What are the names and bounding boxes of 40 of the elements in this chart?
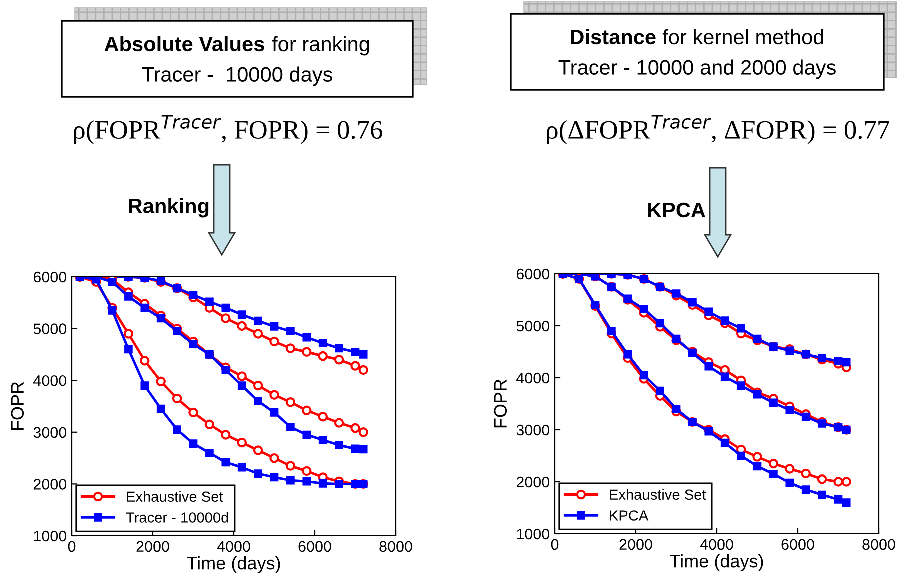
legend-label: Tracer - 10000d bbox=[126, 512, 228, 523]
text: ρ(FOPR$^{Tracer}$, FOPR) = 0.76 bbox=[74, 115, 382, 144]
y-tick-label: 2000 bbox=[516, 476, 550, 488]
x-tick-label: 4000 bbox=[217, 541, 250, 552]
text: Tracer - 10000 and 2000 days bbox=[558, 60, 836, 80]
y-axis-title: FOPR bbox=[494, 380, 508, 428]
x-axis-title: Time (days) bbox=[670, 554, 764, 572]
x-tick-label: 0 bbox=[68, 541, 76, 552]
text: Distance bbox=[571, 29, 656, 45]
text: for kernel method bbox=[662, 29, 824, 45]
y-tick-label: 5000 bbox=[516, 320, 550, 332]
y-tick-label: 4000 bbox=[34, 375, 67, 386]
text: Absolute Values bbox=[104, 36, 264, 52]
y-tick-label: 4000 bbox=[516, 372, 550, 384]
x-tick-label: 0 bbox=[551, 539, 559, 550]
x-tick-label: 2000 bbox=[136, 541, 170, 552]
text: Tracer - 10000 days bbox=[142, 66, 332, 86]
text: ρ(ΔFOPR$^{Tracer}$, ΔFOPR) = 0.77 bbox=[547, 115, 890, 144]
legend-label: Exhaustive Set bbox=[127, 491, 224, 502]
y-tick-label: 1000 bbox=[34, 530, 67, 542]
x-tick-label: 8000 bbox=[380, 541, 412, 552]
y-tick-label: 1000 bbox=[517, 528, 550, 540]
y-tick-label: 3000 bbox=[34, 427, 67, 438]
y-tick-label: 2000 bbox=[34, 479, 67, 490]
y-axis-title: FOPR bbox=[11, 382, 24, 430]
legend-label: Exhaustive Set bbox=[610, 489, 706, 500]
y-tick-label: 5000 bbox=[34, 324, 67, 334]
text: KPCA bbox=[648, 202, 706, 218]
x-tick-label: 4000 bbox=[700, 539, 734, 550]
x-tick-label: 8000 bbox=[862, 539, 896, 550]
x-tick-label: 6000 bbox=[298, 541, 332, 552]
y-tick-label: 6000 bbox=[516, 268, 550, 280]
text: for ranking bbox=[272, 36, 370, 56]
x-tick-label: 2000 bbox=[620, 539, 652, 550]
y-tick-label: 3000 bbox=[516, 424, 550, 436]
legend-label: KPCA bbox=[610, 510, 649, 521]
x-axis-title: Time (days) bbox=[187, 556, 280, 574]
y-tick-label: 6000 bbox=[34, 272, 67, 283]
x-tick-label: 6000 bbox=[782, 539, 814, 550]
text: Ranking bbox=[129, 198, 209, 218]
